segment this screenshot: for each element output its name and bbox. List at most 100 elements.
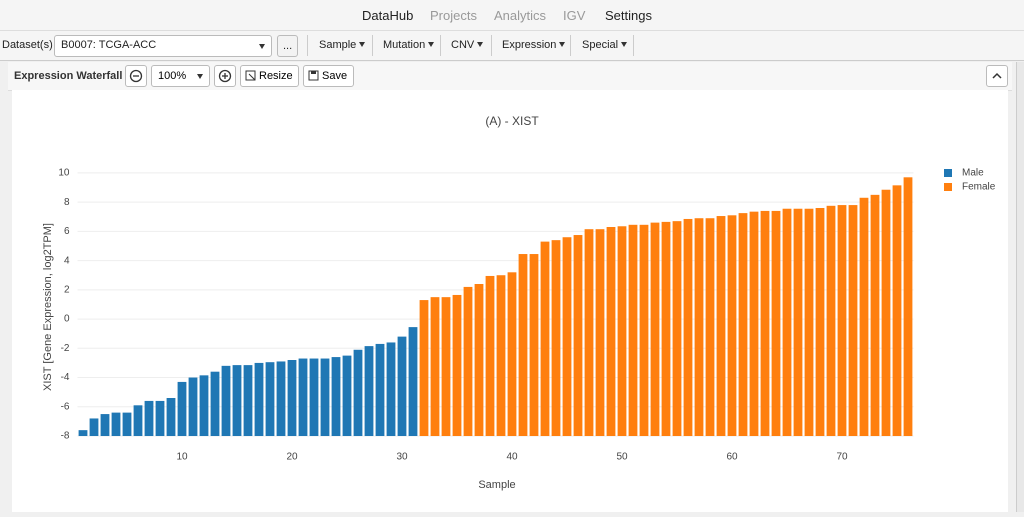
save-button[interactable]: Save <box>303 65 354 87</box>
panel-header: Expression Waterfall 100% Resize Save <box>8 62 1012 91</box>
y-tick-label: 6 <box>64 226 70 237</box>
save-label: Save <box>322 70 348 82</box>
bar <box>122 412 132 436</box>
bar <box>771 210 781 436</box>
bar <box>870 194 880 436</box>
bar <box>749 211 759 436</box>
bar <box>859 197 869 436</box>
bar <box>430 297 440 436</box>
bar <box>584 229 594 436</box>
bar <box>595 229 605 436</box>
bar <box>738 213 748 436</box>
zoom-select[interactable]: 100% <box>151 65 210 87</box>
y-tick-label: -6 <box>61 401 70 412</box>
bar <box>309 358 319 436</box>
menu-label: CNV <box>451 39 475 51</box>
bar <box>826 205 836 436</box>
bar <box>892 185 902 436</box>
more-label: ... <box>283 40 293 52</box>
y-tick-label: 0 <box>64 314 70 325</box>
more-button[interactable]: ... <box>277 35 298 57</box>
x-tick-label: 50 <box>616 452 628 463</box>
y-tick-label: -2 <box>61 343 70 354</box>
menu-label: Expression <box>502 39 557 51</box>
nav-item[interactable]: Projects <box>430 8 477 23</box>
x-tick-label: 30 <box>396 452 408 463</box>
panel-title: Expression Waterfall <box>14 70 123 82</box>
bar <box>364 346 374 436</box>
separator <box>491 35 492 56</box>
menu[interactable]: Expression <box>502 39 566 51</box>
resize-label: Resize <box>259 70 293 82</box>
zoom-in-button[interactable] <box>214 65 236 87</box>
menu[interactable]: Sample <box>319 39 366 51</box>
bar <box>672 221 682 436</box>
zoom-out-button[interactable] <box>125 65 147 87</box>
top-nav: DataHub Projects Analytics IGV Settings <box>0 0 1024 31</box>
bar <box>188 377 198 436</box>
x-tick-label: 10 <box>176 452 188 463</box>
bar <box>221 365 231 436</box>
bar <box>144 400 154 436</box>
separator <box>440 35 441 56</box>
bar <box>804 208 814 436</box>
bar <box>496 275 506 436</box>
bar <box>727 215 737 436</box>
bar <box>254 362 264 436</box>
bar <box>89 418 99 436</box>
bar <box>793 208 803 436</box>
zoom-value: 100% <box>158 70 187 82</box>
bar <box>452 294 462 436</box>
bar <box>353 349 363 436</box>
bar <box>265 362 275 436</box>
bar <box>474 284 484 436</box>
bar <box>100 414 110 436</box>
bar <box>562 237 572 436</box>
chart-title: (A) - XIST <box>485 114 539 128</box>
bar <box>287 360 297 436</box>
bar <box>881 189 891 436</box>
bar <box>397 336 407 436</box>
separator <box>307 35 308 56</box>
dropdown-arrow <box>359 42 366 47</box>
resize-icon <box>245 70 256 81</box>
zoom-in-icon <box>218 69 232 83</box>
menu[interactable]: Special <box>582 39 628 51</box>
menu[interactable]: CNV <box>451 39 484 51</box>
bar <box>342 355 352 436</box>
y-tick-label: -4 <box>61 372 70 383</box>
zoom-out-icon <box>129 69 143 83</box>
dataset-select[interactable]: B0007: TCGA-ACC <box>54 35 272 57</box>
bar <box>155 400 165 436</box>
bar <box>848 205 858 436</box>
dropdown-arrow <box>477 42 484 47</box>
bar <box>111 412 121 436</box>
bar <box>903 177 913 437</box>
x-axis-label: Sample <box>478 479 515 491</box>
collapse-button[interactable] <box>986 65 1008 87</box>
nav-item[interactable]: DataHub <box>362 8 414 23</box>
bar <box>232 365 242 436</box>
bar <box>78 430 88 436</box>
menu[interactable]: Mutation <box>383 39 435 51</box>
bar <box>529 254 539 436</box>
bar <box>760 210 770 436</box>
bar <box>320 358 330 436</box>
bar <box>661 221 671 436</box>
menu-label: Mutation <box>383 39 426 51</box>
y-tick-label: 10 <box>58 168 70 179</box>
dropdown-arrow <box>621 42 628 47</box>
x-tick-label: 70 <box>836 452 848 463</box>
nav-item[interactable]: Settings <box>605 8 652 23</box>
resize-button[interactable]: Resize <box>240 65 299 87</box>
separator <box>372 35 373 56</box>
bar <box>650 222 660 436</box>
nav-item[interactable]: IGV <box>563 8 586 23</box>
bar <box>716 216 726 436</box>
bar <box>694 218 704 436</box>
nav-item[interactable]: Analytics <box>494 8 547 23</box>
side-panel <box>1016 62 1024 512</box>
x-tick-label: 60 <box>726 452 738 463</box>
y-axis-label: XIST [Gene Expression, log2TPM] <box>42 223 54 391</box>
bar <box>551 240 561 436</box>
